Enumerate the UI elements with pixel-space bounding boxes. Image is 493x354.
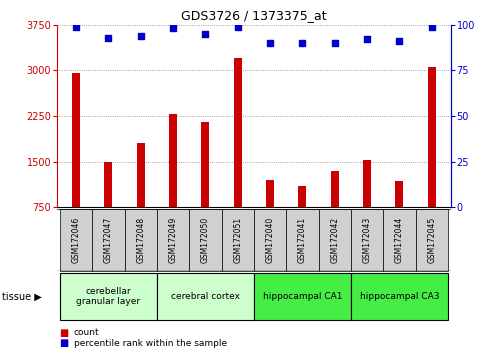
Bar xyxy=(351,273,448,320)
Bar xyxy=(383,209,416,271)
Bar xyxy=(105,161,112,207)
Text: GSM172050: GSM172050 xyxy=(201,217,210,263)
Point xyxy=(137,33,144,39)
Bar xyxy=(298,186,307,207)
Bar xyxy=(363,160,371,207)
Title: GDS3726 / 1373375_at: GDS3726 / 1373375_at xyxy=(181,9,327,22)
Text: GSM172051: GSM172051 xyxy=(233,217,242,263)
Bar xyxy=(60,209,92,271)
Point xyxy=(169,25,177,31)
Text: GSM172041: GSM172041 xyxy=(298,217,307,263)
Bar xyxy=(137,143,145,207)
Point xyxy=(363,36,371,42)
Text: cerebral cortex: cerebral cortex xyxy=(171,292,240,301)
Bar xyxy=(92,209,125,271)
Text: GSM172042: GSM172042 xyxy=(330,217,339,263)
Bar xyxy=(318,209,351,271)
Bar xyxy=(157,209,189,271)
Bar xyxy=(266,180,274,207)
Bar xyxy=(331,171,339,207)
Bar xyxy=(221,209,254,271)
Bar xyxy=(254,273,351,320)
Text: percentile rank within the sample: percentile rank within the sample xyxy=(74,339,227,348)
Text: GSM172044: GSM172044 xyxy=(395,217,404,263)
Point xyxy=(266,40,274,46)
Text: ■: ■ xyxy=(59,338,69,348)
Text: GSM172046: GSM172046 xyxy=(71,217,80,263)
Bar xyxy=(157,273,254,320)
Text: GSM172040: GSM172040 xyxy=(266,217,275,263)
Text: hippocampal CA1: hippocampal CA1 xyxy=(263,292,342,301)
Bar xyxy=(169,114,177,207)
Text: GSM172049: GSM172049 xyxy=(169,217,177,263)
Point xyxy=(428,24,436,29)
Text: GSM172043: GSM172043 xyxy=(362,217,372,263)
Bar xyxy=(351,209,383,271)
Point xyxy=(105,35,112,40)
Bar xyxy=(427,67,436,207)
Bar xyxy=(254,209,286,271)
Text: hippocampal CA3: hippocampal CA3 xyxy=(359,292,439,301)
Bar xyxy=(286,209,318,271)
Text: GSM172045: GSM172045 xyxy=(427,217,436,263)
Bar xyxy=(60,273,157,320)
Point xyxy=(202,31,210,37)
Text: ■: ■ xyxy=(59,328,69,338)
Bar xyxy=(416,209,448,271)
Bar xyxy=(189,209,221,271)
Text: cerebellar
granular layer: cerebellar granular layer xyxy=(76,287,141,306)
Point xyxy=(72,24,80,29)
Point xyxy=(298,40,306,46)
Point xyxy=(331,40,339,46)
Point xyxy=(395,38,403,44)
Text: GSM172047: GSM172047 xyxy=(104,217,113,263)
Text: tissue ▶: tissue ▶ xyxy=(2,291,42,302)
Bar xyxy=(72,73,80,207)
Bar xyxy=(395,181,403,207)
Text: GSM172048: GSM172048 xyxy=(136,217,145,263)
Text: count: count xyxy=(74,328,100,337)
Point xyxy=(234,24,242,29)
Bar xyxy=(125,209,157,271)
Bar xyxy=(234,58,242,207)
Bar xyxy=(201,122,210,207)
